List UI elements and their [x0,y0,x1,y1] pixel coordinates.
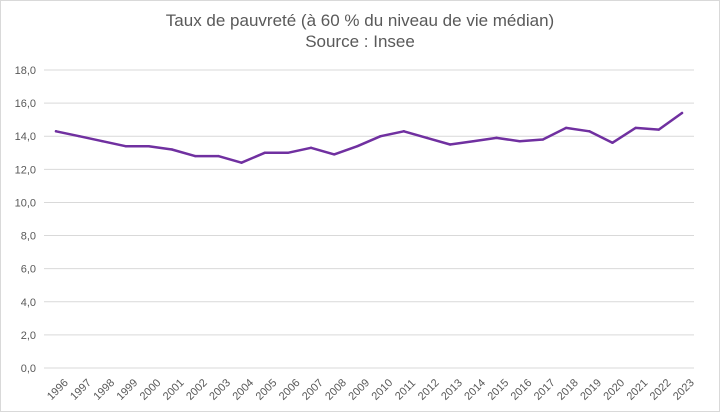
x-tick-label: 2012 [416,377,442,403]
data-point [333,153,336,156]
data-point [77,135,81,138]
x-axis-ticks: 1996199719981999200020012002200320042005… [45,377,697,403]
data-point [588,130,591,133]
chart-title: Taux de pauvreté (à 60 % du niveau de vi… [165,11,555,30]
x-tick-label: 2010 [370,377,396,403]
x-tick-label: 1999 [115,377,141,403]
y-tick-label: 6,0 [21,264,36,276]
x-tick-label: 2007 [300,377,326,403]
data-point [611,141,614,145]
data-point [379,135,382,138]
x-tick-label: 2015 [485,377,511,403]
x-tick-label: 2022 [648,377,674,403]
gridlines [44,69,694,369]
data-point [472,139,475,143]
series-line [54,111,684,164]
data-point [193,154,197,158]
x-tick-label: 2021 [625,377,651,403]
data-point [286,151,290,154]
data-point [680,111,684,115]
x-tick-label: 2011 [393,377,418,402]
data-point [124,144,127,148]
x-tick-label: 2017 [532,377,558,403]
data-point [564,126,568,130]
data-point [170,148,174,151]
x-tick-label: 2020 [601,377,627,403]
y-tick-label: 18,0 [15,65,36,77]
x-tick-label: 2018 [555,377,581,403]
y-tick-label: 12,0 [15,164,36,176]
data-point [101,139,104,143]
chart-subtitle: Source : Insee [305,32,415,51]
x-tick-label: 2001 [161,377,187,403]
x-tick-label: 2008 [323,377,349,403]
data-point [541,138,545,141]
data-point [518,139,521,143]
data-point [402,130,405,133]
y-tick-label: 4,0 [21,297,36,309]
x-tick-label: 1996 [45,377,71,403]
x-tick-label: 2013 [439,377,465,403]
x-tick-label: 2005 [254,377,280,403]
x-tick-label: 2004 [230,377,256,403]
x-tick-label: 2016 [509,377,535,403]
data-point [147,144,150,148]
data-point [425,136,429,140]
series-group [54,111,684,164]
x-tick-label: 2002 [184,377,210,403]
y-tick-label: 0,0 [21,363,36,375]
x-tick-label: 2009 [346,377,372,403]
data-point [657,128,661,131]
x-tick-label: 2019 [578,377,604,403]
data-point [54,130,58,133]
y-axis-ticks: 0,0 2,0 4,0 6,0 8,0 10,0 12,0 14,0 16,0 18,0 [15,65,36,375]
data-point [309,146,313,150]
y-tick-label: 14,0 [15,131,36,143]
x-tick-label: 2023 [671,377,697,403]
data-point [634,126,637,130]
y-tick-label: 8,0 [21,231,36,243]
x-tick-label: 1998 [91,377,117,403]
data-point [448,143,452,146]
data-point [240,161,243,164]
x-tick-label: 2006 [277,377,303,403]
data-point [217,154,220,158]
x-tick-label: 2014 [462,377,488,403]
x-tick-label: 2000 [138,377,164,403]
data-point [356,144,359,148]
x-tick-label: 2003 [207,377,233,403]
y-tick-label: 2,0 [21,330,36,342]
y-tick-label: 16,0 [15,98,36,110]
x-tick-label: 1997 [68,377,94,403]
data-point [263,151,266,154]
data-point [495,136,498,140]
y-tick-label: 10,0 [15,197,36,209]
